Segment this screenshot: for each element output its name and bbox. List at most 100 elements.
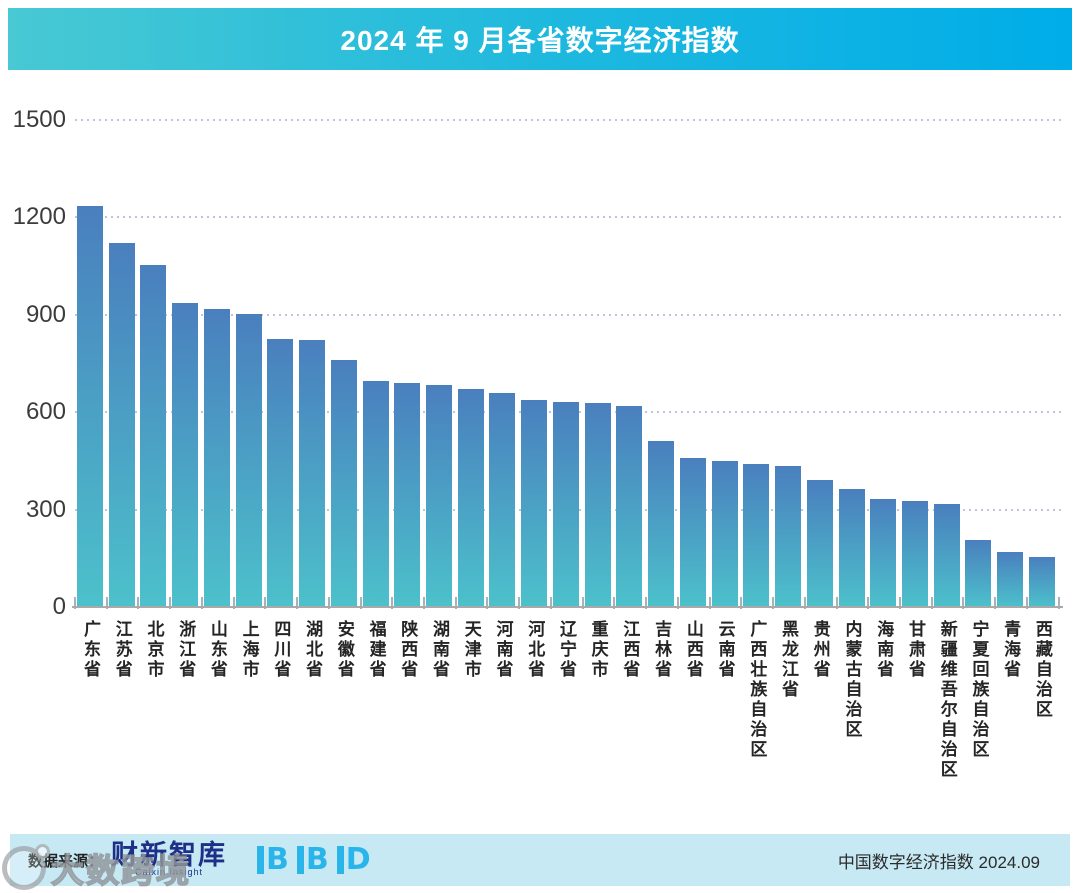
caixin-logo-text: 财新智库 bbox=[111, 840, 228, 870]
bar-陕西省 bbox=[394, 383, 421, 607]
gridline-1200 bbox=[75, 216, 1063, 219]
footer-index-caption: 中国数字经济指数 2024.09 bbox=[837, 852, 1040, 872]
x-axis-tick bbox=[169, 597, 172, 609]
header-band: 2024 年 9 月各省数字经济指数 bbox=[8, 8, 1072, 70]
x-category-label: 福建省 bbox=[366, 620, 386, 680]
bar-广东省 bbox=[77, 206, 103, 607]
x-category-label: 四川省 bbox=[271, 620, 291, 680]
bar-江苏省 bbox=[108, 243, 135, 607]
bar-山东省 bbox=[203, 308, 230, 607]
x-category-label: 海南省 bbox=[874, 620, 894, 680]
bar-贵州省 bbox=[806, 480, 833, 607]
bar-吉林省 bbox=[648, 440, 675, 607]
x-category-label: 安徽省 bbox=[334, 620, 354, 680]
bar-西藏自治区 bbox=[1028, 556, 1055, 607]
x-axis-tick bbox=[296, 597, 299, 609]
x-axis-tick bbox=[391, 597, 394, 609]
gridline-900 bbox=[75, 313, 1063, 316]
x-category-label: 河南省 bbox=[493, 620, 513, 680]
x-axis-tick bbox=[962, 597, 965, 609]
x-category-label: 青海省 bbox=[1001, 620, 1021, 680]
x-axis-tick bbox=[708, 597, 711, 609]
x-axis-tick bbox=[772, 597, 775, 609]
bar-广西壮族自治区 bbox=[743, 463, 770, 607]
x-axis-tick bbox=[200, 597, 203, 609]
bbd-logo-bar bbox=[257, 846, 265, 874]
bbd-logo: B B D bbox=[257, 842, 371, 877]
bbd-logo-bar bbox=[296, 846, 304, 874]
x-axis-tick bbox=[740, 597, 743, 609]
caixin-insight-logo: 财新智库 Caixin Insight bbox=[111, 840, 228, 877]
bar-安徽省 bbox=[330, 359, 357, 607]
x-axis-tick bbox=[803, 597, 806, 609]
bar-上海市 bbox=[235, 314, 262, 607]
bbd-logo-letter: B bbox=[305, 842, 329, 877]
x-axis-tick bbox=[264, 597, 267, 609]
x-axis-tick bbox=[613, 597, 616, 609]
bar-北京市 bbox=[140, 265, 167, 607]
data-source-label: 数据来源： bbox=[28, 852, 104, 870]
x-category-label: 西藏自治区 bbox=[1032, 620, 1052, 720]
x-axis-tick bbox=[898, 597, 901, 609]
x-category-label: 浙江省 bbox=[176, 620, 196, 680]
x-axis-tick bbox=[581, 597, 584, 609]
bar-甘肃省 bbox=[901, 500, 928, 607]
x-axis-tick bbox=[518, 597, 521, 609]
x-category-label: 湖南省 bbox=[430, 620, 450, 680]
x-category-label: 广东省 bbox=[81, 620, 100, 680]
x-axis-tick bbox=[645, 597, 648, 609]
x-axis-tick bbox=[232, 597, 235, 609]
x-category-label: 吉林省 bbox=[652, 620, 672, 680]
bar-浙江省 bbox=[172, 303, 199, 607]
x-category-label: 宁夏回族自治区 bbox=[969, 620, 989, 760]
x-category-label: 天津市 bbox=[461, 620, 481, 680]
y-tick-label-1200: 1200 bbox=[12, 203, 66, 231]
x-category-label: 北京市 bbox=[144, 620, 164, 680]
x-axis-tick bbox=[994, 597, 997, 609]
bar-辽宁省 bbox=[552, 401, 579, 607]
x-category-label: 河北省 bbox=[525, 620, 545, 680]
bbd-logo-letter: D bbox=[345, 842, 371, 877]
bar-云南省 bbox=[711, 460, 738, 607]
x-axis-line bbox=[72, 606, 1063, 608]
x-axis-tick bbox=[454, 597, 457, 609]
bar-山西省 bbox=[679, 458, 706, 607]
x-axis-tick bbox=[137, 597, 140, 609]
gridline-1500 bbox=[75, 119, 1063, 121]
bar-四川省 bbox=[267, 338, 294, 607]
bar-宁夏回族自治区 bbox=[965, 540, 992, 607]
footer-band: 数据来源： 财新智库 Caixin Insight B B D 中国数字经济指数… bbox=[10, 834, 1070, 886]
bar-湖南省 bbox=[426, 384, 453, 607]
x-axis-tick bbox=[423, 597, 426, 609]
bar-海南省 bbox=[870, 498, 897, 607]
x-axis-tick bbox=[930, 597, 933, 609]
bar-江西省 bbox=[616, 406, 643, 607]
x-category-label: 重庆市 bbox=[588, 620, 608, 680]
bar-湖北省 bbox=[299, 339, 326, 607]
bar-chart-plot-area bbox=[74, 119, 1063, 609]
x-axis-tick bbox=[1025, 597, 1028, 609]
x-axis-tick bbox=[549, 597, 552, 609]
bar-新疆维吾尔自治区 bbox=[933, 504, 960, 607]
bar-河南省 bbox=[489, 392, 516, 607]
x-category-label: 黑龙江省 bbox=[779, 620, 799, 700]
x-category-label: 新疆维吾尔自治区 bbox=[937, 620, 957, 780]
x-category-label: 甘肃省 bbox=[905, 620, 925, 680]
y-tick-label-300: 300 bbox=[25, 495, 66, 523]
bbd-logo-letter: B bbox=[266, 842, 289, 877]
x-axis-tick bbox=[327, 597, 330, 609]
bar-青海省 bbox=[997, 551, 1024, 607]
x-axis-tick bbox=[1057, 597, 1060, 609]
x-axis-tick bbox=[105, 597, 108, 609]
x-category-label: 湖北省 bbox=[303, 620, 323, 680]
bar-福建省 bbox=[362, 380, 389, 607]
x-axis-tick bbox=[676, 597, 679, 609]
bar-河北省 bbox=[521, 399, 548, 607]
bar-天津市 bbox=[457, 388, 484, 607]
x-category-label: 江苏省 bbox=[112, 620, 132, 680]
x-axis-tick bbox=[486, 597, 489, 609]
x-axis-tick bbox=[74, 597, 76, 609]
caixin-logo-subtext: Caixin Insight bbox=[135, 867, 204, 877]
bar-黑龙江省 bbox=[775, 465, 802, 607]
x-category-label: 陕西省 bbox=[398, 620, 418, 680]
